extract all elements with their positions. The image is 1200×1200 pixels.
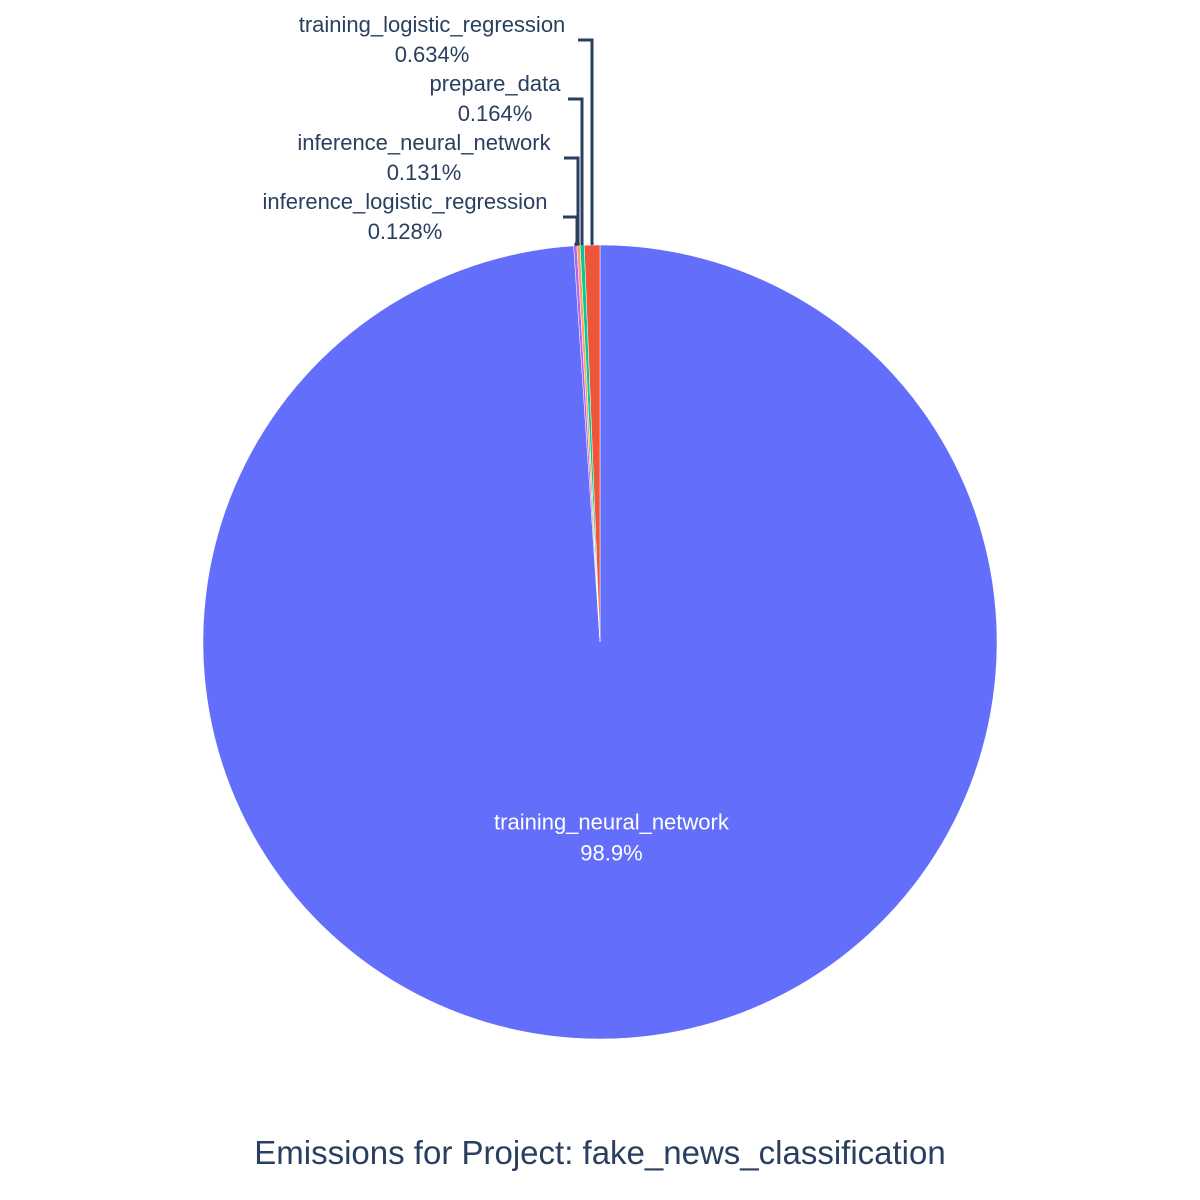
- slice-percent-inference-logistic-regression: 0.128%: [368, 219, 443, 244]
- leader-line-training-logistic-regression: [578, 38, 594, 246]
- slice-label-training-neural-network: training_neural_network: [494, 809, 730, 834]
- pie-slices: [202, 244, 998, 1040]
- leader-line-prepare-data: [568, 97, 584, 246]
- chart-title: Emissions for Project: fake_news_classif…: [254, 1134, 945, 1171]
- slice-labels: training_logistic_regression 0.634% prepar…: [263, 12, 730, 865]
- pie-slice-training-logistic-regression: [583, 244, 601, 643]
- slice-percent-inference-neural-network: 0.131%: [387, 160, 462, 185]
- slice-label-prepare-data: prepare_data: [430, 71, 562, 96]
- slice-percent-training-neural-network: 98.9%: [580, 840, 642, 865]
- slice-percent-prepare-data: 0.164%: [458, 101, 533, 126]
- leader-line-inference-neural-network: [564, 156, 580, 246]
- slice-label-inference-logistic-regression: inference_logistic_regression: [263, 189, 548, 214]
- leader-line-inference-logistic-regression: [563, 215, 579, 247]
- leader-lines: [563, 38, 594, 247]
- slice-label-inference-neural-network: inference_neural_network: [297, 130, 551, 155]
- slice-label-training-logistic-regression: training_logistic_regression: [299, 12, 566, 37]
- slice-percent-training-logistic-regression: 0.634%: [395, 42, 470, 67]
